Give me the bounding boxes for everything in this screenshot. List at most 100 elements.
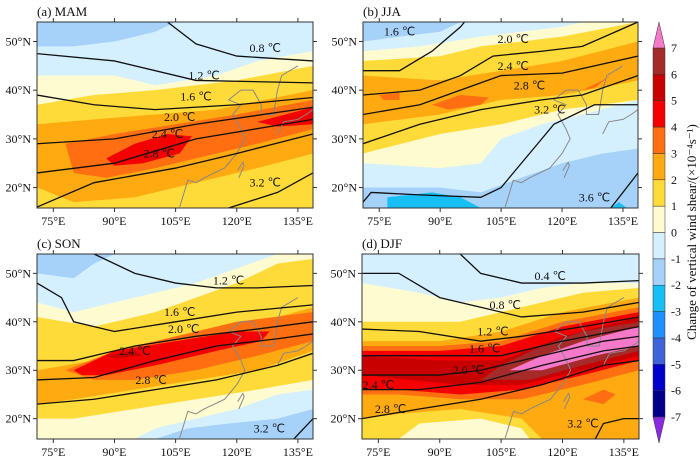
coastline [562,161,570,179]
lon-label: 90°E [102,214,126,228]
shading-region [37,254,115,279]
map-panel-b: 1.6 ℃ 2.0 ℃ 2.4 ℃ 2.8 ℃ 3.2 ℃ 3.6 ℃ (b) JJA 75°… [332,4,642,228]
colorbar-swatch [652,100,666,128]
coastline [504,65,624,208]
temperature-contour [362,359,639,420]
lon-label: 105°E [486,214,516,228]
lat-label: 30°N [6,363,32,377]
temperature-contour [37,321,313,362]
colorbar-swatch [652,232,666,260]
contour-label: 1.6 ℃ [384,25,415,39]
colorbar-title: Change of vertical wind shear/(×10⁻⁴s⁻¹) [684,124,699,340]
lon-label: 120°E [222,445,252,459]
colorbar-label: 4 [671,120,677,134]
lon-label: 120°E [547,214,577,228]
temperature-contour [363,22,466,72]
colorbar-swatch [652,258,666,286]
colorbar-label: 0 [671,226,677,240]
panel-title: (b) JJA [363,4,402,19]
temperature-contour [362,345,639,391]
shading-region [610,202,628,208]
shading-region [73,331,270,376]
shading-region [155,408,313,439]
contour-label: 2.4 ℃ [152,127,183,141]
temperature-contour [37,94,313,111]
temperature-contour [37,53,313,84]
contour-label: 1.2 ℃ [477,324,508,338]
lat-label: 30°N [332,132,358,146]
temperature-contour [362,326,639,357]
map-panels: 0.8 ℃ 1.2 ℃ 1.6 ℃ 2.0 ℃ 2.4 ℃ 2.8 ℃ 3.2 ℃ (a) M… [6,4,643,459]
coastline [237,392,245,410]
lat-label: 50°N [6,34,32,48]
contour-label: 2.8 ℃ [144,146,175,160]
lat-label: 20°N [6,181,32,195]
lat-label: 40°N [332,83,358,97]
contour-label: 1.2 ℃ [188,69,219,83]
lat-label: 50°N [6,266,32,280]
lon-label: 75°E [367,214,391,228]
lon-label: 90°E [102,445,126,459]
lon-label: 75°E [41,445,65,459]
lat-label: 40°N [331,315,357,329]
colorbar-swatch [652,126,666,154]
coastline [237,161,245,179]
contour-label: 1.6 ℃ [180,89,211,103]
lon-label: 120°E [547,445,577,459]
lon-label: 135°E [283,214,313,228]
shading-region [37,22,176,47]
temperature-contour [37,282,313,333]
temperature-contour [363,55,638,116]
colorbar-swatch [652,284,666,312]
contour-label: 3.2 ℃ [567,417,598,431]
temperature-contour [362,316,639,342]
map-panel-a: 0.8 ℃ 1.2 ℃ 1.6 ℃ 2.0 ℃ 2.4 ℃ 2.8 ℃ 3.2 ℃ (a) M… [6,4,317,228]
colorbar-label: -4 [671,331,681,345]
shading-region [432,95,489,110]
temperature-contour [228,172,313,208]
temperature-contour [37,133,313,208]
lon-label: 90°E [428,214,452,228]
lat-label: 20°N [332,181,358,195]
temperature-contour [293,418,313,439]
colorbar-label: 7 [671,41,677,55]
contour-label: 0.8 ℃ [250,41,281,55]
temperature-contour [362,335,639,376]
panel-frame [36,253,314,440]
map-panel-d: 0.4 ℃ 0.8 ℃ 1.2 ℃ 1.6 ℃ 2.0 ℃ 2.4 ℃ 2.8 ℃ 3.2 ℃… [331,236,643,459]
lat-label: 20°N [331,412,357,426]
lat-label: 20°N [6,412,32,426]
contour-label: 2.0 ℃ [453,363,484,377]
shading-region [387,192,481,208]
lon-label: 105°E [161,214,191,228]
temperature-contour [363,22,638,96]
contour-label: 2.4 ℃ [119,344,150,358]
lon-label: 105°E [486,445,516,459]
colorbar-label: -1 [671,252,681,266]
contour-label: 3.2 ℃ [250,176,281,190]
contour-label: 3.2 ℃ [254,421,285,435]
lon-label: 90°E [428,445,452,459]
temperature-contour [363,74,638,145]
colorbar-label: 1 [671,199,677,213]
shading-region [106,350,143,359]
panel-title: (a) MAM [37,4,88,19]
colorbar-swatch [652,74,666,101]
shading-region [379,92,400,100]
coastline [179,297,299,439]
colorbar-swatch [652,337,666,365]
panel-frame [36,21,314,209]
contour-label: 3.2 ℃ [534,103,565,117]
panel-title: (d) DJF [362,236,402,251]
shading-region [398,418,530,439]
panel-frame [361,253,640,440]
temperature-contour [594,418,639,439]
colorbar-label: 3 [671,146,677,160]
contour-label: 1.6 ℃ [469,341,500,355]
colorbar: -7 -6 -5 -4 -3 -2 -1 0 1 2 3 4 5 6 7 [652,21,681,444]
colorbar-swatch [652,364,666,391]
contour-label: 2.4 ℃ [363,378,394,392]
lat-label: 30°N [331,363,357,377]
colorbar-swatch [652,311,666,339]
shading-region [582,389,616,405]
